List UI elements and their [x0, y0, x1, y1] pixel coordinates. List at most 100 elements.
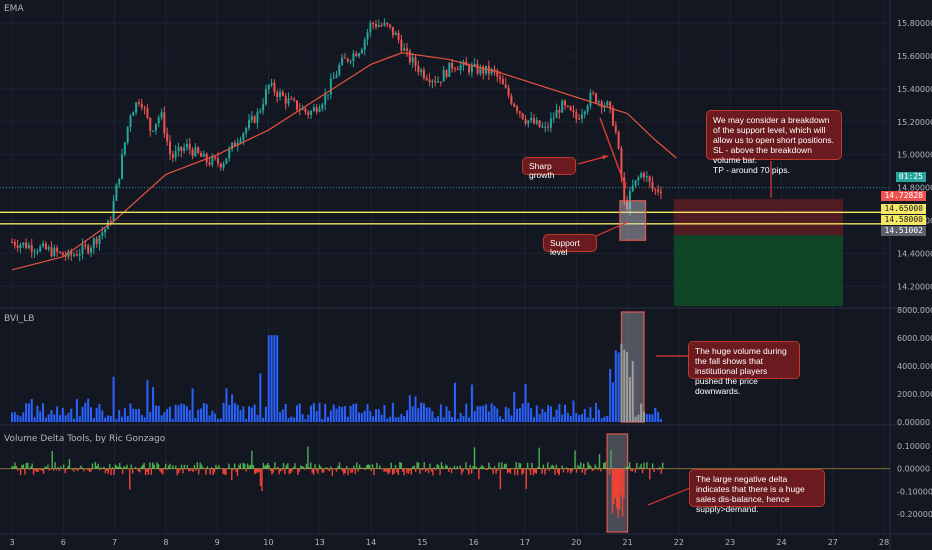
delta-bar: [167, 465, 170, 469]
x-tick-label: 6: [61, 538, 66, 547]
delta-bar: [307, 446, 309, 469]
candle-body: [33, 251, 36, 253]
volume-bar: [521, 403, 524, 422]
delta-bar: [515, 462, 517, 469]
delta-bar: [613, 468, 615, 504]
delta-bar: [315, 468, 318, 472]
candle-body: [194, 147, 197, 157]
delta-bar: [534, 468, 536, 473]
candle-body: [493, 69, 496, 71]
volume-bar: [160, 415, 163, 422]
delta-bar: [210, 467, 213, 469]
delta-bar: [617, 468, 619, 518]
volume-bar: [383, 405, 386, 422]
delta-bar: [389, 468, 391, 473]
volume-bar: [377, 409, 380, 422]
volume-bar: [273, 335, 276, 422]
volume-bar: [87, 398, 90, 422]
volume-bar: [256, 414, 259, 422]
delta-bar: [274, 462, 276, 469]
volume-bar: [290, 416, 293, 422]
delta-bar: [485, 468, 487, 470]
candle-body: [332, 77, 335, 79]
volume-bar: [555, 409, 558, 422]
delta-bar: [40, 468, 42, 470]
delta-bar: [620, 468, 622, 495]
x-tick-label: 15: [417, 538, 427, 547]
delta-bar: [209, 468, 211, 475]
delta-bar: [397, 468, 400, 475]
delta-bar: [616, 468, 618, 509]
candle-body: [13, 241, 16, 246]
volume-bar: [445, 406, 448, 422]
candle-body: [476, 63, 479, 74]
delta-bar: [134, 466, 137, 469]
delta-bar: [568, 468, 571, 470]
delta-bar: [301, 466, 303, 469]
candle-body: [643, 173, 646, 178]
delta-bar: [347, 468, 349, 476]
volume-bar: [391, 402, 394, 422]
delta-bar: [574, 450, 576, 469]
delta-bar: [557, 468, 559, 474]
candle-body: [620, 148, 623, 178]
candle-body: [304, 108, 307, 112]
annotation-sharp-growth: Sharp growth: [522, 157, 576, 180]
volume-bar: [386, 418, 389, 422]
candle-body: [389, 24, 392, 27]
volume-bar: [442, 417, 445, 422]
candle-body: [95, 238, 98, 244]
delta-bar: [317, 468, 319, 474]
candle-body: [411, 57, 414, 63]
delta-bar: [88, 468, 91, 472]
x-tick-label: 7: [112, 538, 117, 547]
delta-bar: [330, 466, 332, 469]
delta-bar: [571, 468, 573, 472]
delta-bar: [187, 468, 190, 472]
volume-bar: [369, 411, 372, 422]
volume-bar: [343, 406, 346, 422]
volume-bar: [279, 412, 282, 422]
volume-bar: [389, 416, 392, 422]
delta-bar: [137, 468, 140, 472]
delta-bar: [282, 462, 285, 469]
delta-bar: [423, 462, 425, 469]
delta-bar: [186, 464, 188, 469]
volume-bar: [578, 415, 581, 422]
candle-body: [532, 118, 535, 124]
delta-bar: [472, 465, 474, 469]
delta-bar: [509, 468, 512, 474]
candle-body: [208, 162, 211, 165]
candle-body: [358, 53, 361, 57]
volume-bar: [123, 408, 126, 422]
delta-bar: [91, 463, 94, 469]
volume-bar: [95, 407, 98, 422]
volume-bar: [19, 416, 22, 422]
delta-bar: [298, 468, 300, 472]
delta-bar: [34, 468, 36, 471]
candle-body: [547, 126, 550, 128]
delta-bar: [344, 468, 346, 473]
delta-bar: [505, 463, 507, 469]
volume-bar: [363, 410, 366, 422]
volume-bar: [552, 416, 555, 422]
delta-bar: [611, 468, 614, 514]
candle-body: [70, 251, 73, 256]
delta-bar: [123, 466, 125, 469]
delta-bar: [192, 468, 194, 473]
delta-bar: [661, 462, 664, 469]
delta-bar: [292, 466, 295, 469]
candle-body: [318, 108, 321, 112]
candle-body: [290, 98, 293, 100]
delta-bar: [627, 466, 629, 469]
volume-bar: [301, 414, 304, 422]
candle-body: [242, 133, 245, 141]
volume-bar: [163, 412, 166, 422]
candle-body: [84, 244, 87, 246]
volume-bar: [372, 416, 375, 422]
volume-bar: [202, 403, 205, 422]
candle-body: [11, 241, 13, 243]
volume-bar: [154, 405, 157, 422]
delta-bar: [198, 468, 200, 475]
volume-bar: [408, 395, 411, 422]
